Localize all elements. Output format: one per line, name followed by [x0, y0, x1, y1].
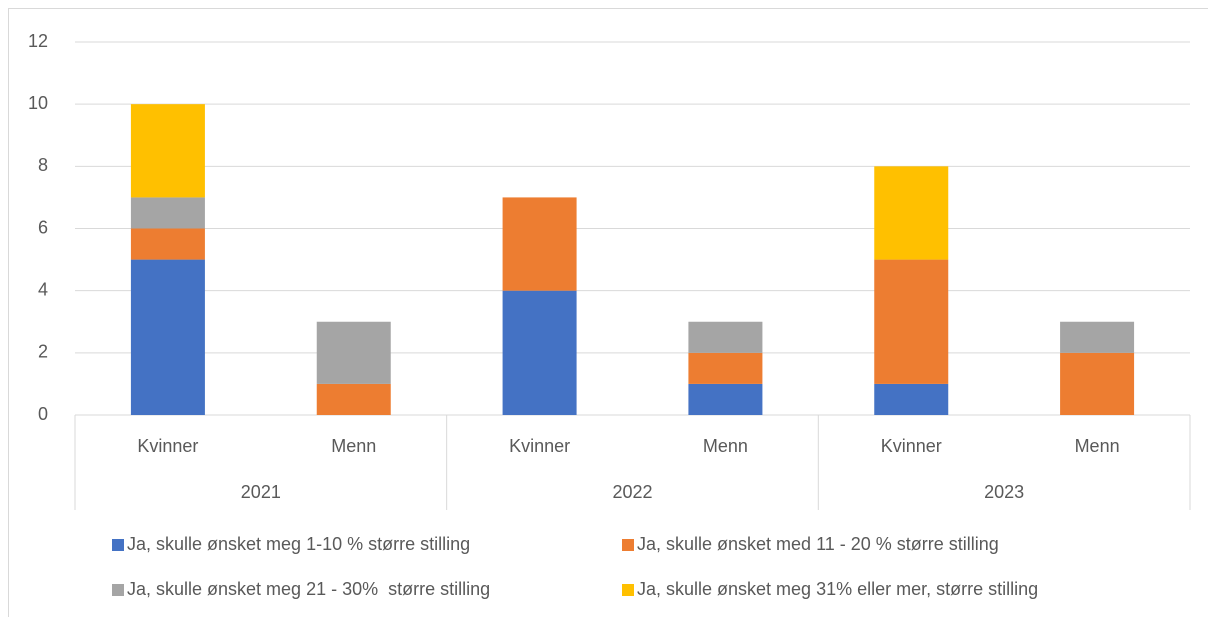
group-label: 2022 — [612, 482, 652, 502]
legend-label: Ja, skulle ønsket meg 1-10 % større stil… — [127, 534, 470, 554]
bar-segment — [874, 166, 949, 260]
legend-swatch — [112, 539, 124, 551]
x-tick-label: Menn — [1075, 436, 1120, 456]
legend-swatch — [622, 539, 634, 551]
bar-segment — [1060, 352, 1135, 415]
legend-swatch — [622, 584, 634, 596]
x-tick-label: Kvinner — [137, 436, 198, 456]
bar-segment — [688, 383, 763, 415]
bar-segment — [1060, 321, 1135, 353]
y-tick-label: 4 — [38, 279, 48, 299]
legend-label: Ja, skulle ønsket meg 21 - 30% større st… — [127, 579, 490, 599]
x-tick-label: Menn — [331, 436, 376, 456]
group-label: 2023 — [984, 482, 1024, 502]
bar-segment — [688, 321, 763, 353]
x-tick-label: Menn — [703, 436, 748, 456]
legend-label: Ja, skulle ønsket med 11 - 20 % større s… — [637, 534, 999, 554]
bar-segment — [130, 104, 205, 198]
x-tick-label: Kvinner — [881, 436, 942, 456]
bar-segment — [316, 321, 391, 384]
bar-segment — [130, 259, 205, 415]
y-tick-label: 10 — [28, 93, 48, 113]
chart-border — [8, 8, 1208, 617]
legend-label: Ja, skulle ønsket meg 31% eller mer, stø… — [637, 579, 1038, 599]
y-tick-label: 6 — [38, 217, 48, 237]
y-tick-label: 2 — [38, 342, 48, 362]
y-tick-label: 12 — [28, 31, 48, 51]
bar-segment — [316, 383, 391, 415]
y-tick-label: 8 — [38, 155, 48, 175]
group-label: 2021 — [241, 482, 281, 502]
bar-segment — [130, 197, 205, 229]
bar-segment — [874, 259, 949, 384]
y-tick-label: 0 — [38, 404, 48, 424]
bar-segment — [502, 290, 577, 415]
x-tick-label: Kvinner — [509, 436, 570, 456]
legend-swatch — [112, 584, 124, 596]
bar-segment — [502, 197, 577, 291]
bar-segment — [688, 352, 763, 384]
bar-segment — [874, 383, 949, 415]
bar-segment — [130, 228, 205, 260]
